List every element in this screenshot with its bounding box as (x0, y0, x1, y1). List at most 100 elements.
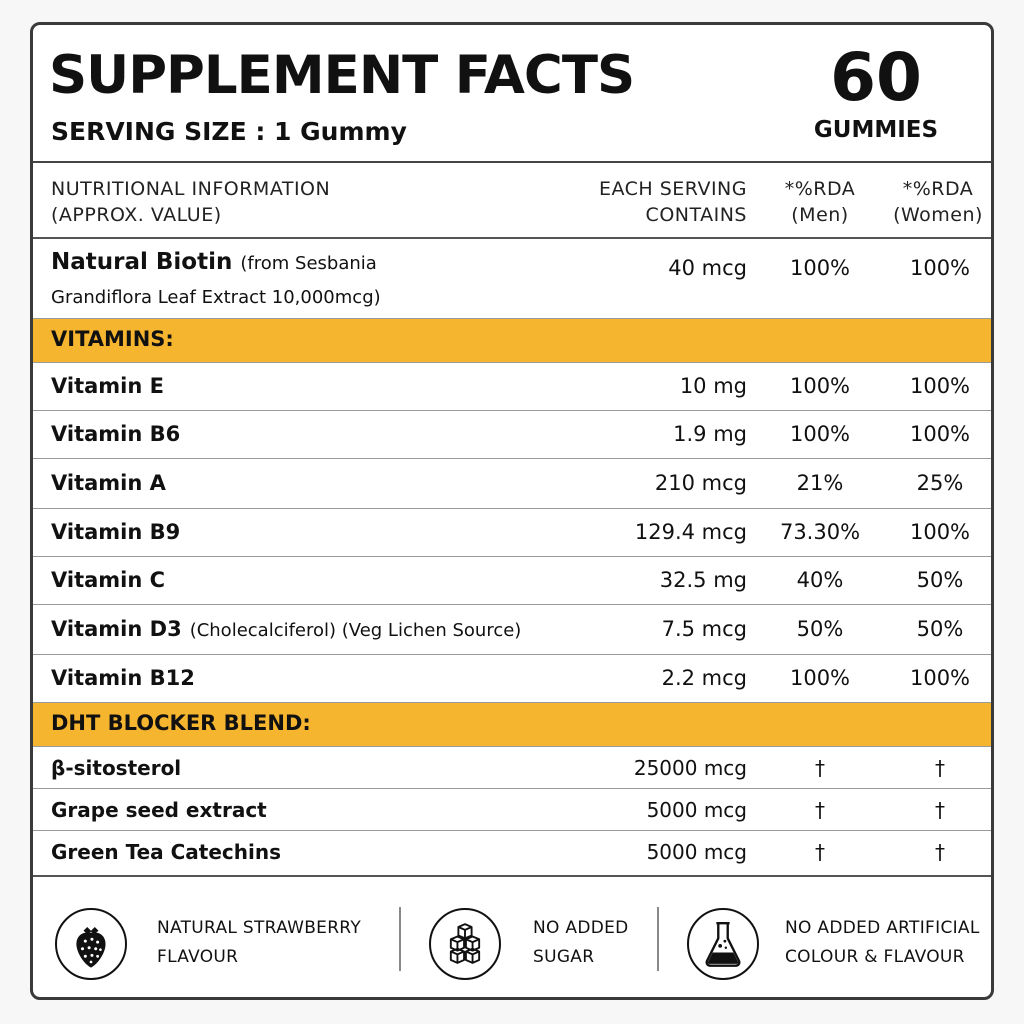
vitamin-note: (Cholecalciferol) (Veg Lichen Source) (189, 620, 522, 641)
dht-heading: DHT BLOCKER BLEND: (51, 711, 311, 735)
biotin-source-line1: (from Sesbania (240, 253, 377, 274)
dht-row: Grape seed extract 5000 mcg † † (33, 789, 991, 831)
vitamin-row: Vitamin A 210 mcg 21% 25% (33, 459, 991, 509)
feature-strawberry-line2: FLAVOUR (157, 947, 239, 967)
dht-rda-women: † (935, 840, 945, 864)
vitamin-rda-men: 50% (796, 617, 844, 641)
vitamin-amount: 32.5 mg (659, 568, 747, 592)
vitamin-label: Vitamin C (51, 568, 166, 592)
dht-amount: 5000 mcg (646, 840, 747, 864)
biotin-name: Natural Biotin (from Sesbania (51, 249, 377, 275)
vitamin-name: Vitamin B9 (51, 520, 180, 544)
vitamin-rda-women: 100% (909, 422, 971, 446)
col-each-serving-line1: EACH SERVING (598, 178, 747, 200)
feature-divider (657, 907, 659, 971)
vitamin-label: Vitamin A (51, 471, 166, 495)
col-nutritional-info-line2: (APPROX. VALUE) (51, 204, 222, 226)
sugar-cubes-icon (429, 908, 501, 980)
vitamin-row: Vitamin B12 2.2 mcg 100% 100% (33, 655, 991, 703)
feature-sugar-line1: NO ADDED (533, 918, 629, 938)
col-nutritional-info-line1: NUTRITIONAL INFORMATION (51, 178, 331, 200)
vitamin-amount: 129.4 mcg (634, 520, 747, 544)
vitamin-label: Vitamin E (51, 374, 164, 398)
vitamin-rda-men: 100% (789, 374, 851, 398)
vitamin-label: Vitamin B9 (51, 520, 181, 544)
features-footer: NATURAL STRAWBERRY FLAVOUR NO ADDED SUGA… (33, 875, 991, 997)
vitamin-amount: 2.2 mcg (661, 666, 747, 690)
vitamin-label: Vitamin D3 (51, 617, 182, 641)
col-each-serving: EACH SERVING CONTAINS (599, 176, 747, 228)
serving-size: SERVING SIZE : 1 Gummy (51, 117, 407, 146)
col-rda-women-line2: (Women) (893, 204, 983, 226)
col-rda-women-line1: *%RDA (902, 178, 974, 200)
vitamins-section-header: VITAMINS: (33, 319, 991, 363)
vitamin-rda-men: 21% (796, 471, 844, 495)
feature-flask-text: NO ADDED ARTIFICIAL COLOUR & FLAVOUR (785, 914, 980, 972)
dht-rda-men: † (815, 756, 825, 780)
dht-section-header: DHT BLOCKER BLEND: (33, 703, 991, 747)
biotin-label: Natural Biotin (51, 249, 233, 275)
dht-ingredient-name: β-sitosterol (51, 756, 182, 780)
vitamin-amount: 210 mcg (654, 471, 747, 495)
vitamin-rda-men: 73.30% (779, 520, 861, 544)
vitamin-amount: 7.5 mcg (661, 617, 747, 641)
vitamin-rda-men: 40% (796, 568, 844, 592)
biotin-row: Natural Biotin (from Sesbania Grandiflor… (33, 239, 991, 319)
vitamin-rda-women: 100% (909, 520, 971, 544)
col-rda-men-line2: (Men) (791, 204, 849, 226)
vitamin-amount: 1.9 mg (673, 422, 747, 446)
feature-sugar-line2: SUGAR (533, 947, 595, 967)
vitamin-row: Vitamin B6 1.9 mg 100% 100% (33, 411, 991, 459)
vitamin-rda-women: 50% (916, 568, 964, 592)
vitamin-rda-women: 100% (909, 666, 971, 690)
col-rda-men-line1: *%RDA (784, 178, 856, 200)
feature-flask-line2: COLOUR & FLAVOUR (785, 947, 965, 967)
panel-title: SUPPLEMENT FACTS (49, 45, 635, 106)
feature-sugar-text: NO ADDED SUGAR (533, 914, 629, 972)
biotin-rda-men: 100% (789, 256, 851, 280)
vitamin-amount: 10 mg (679, 374, 747, 398)
biotin-amount: 40 mcg (668, 256, 747, 280)
dht-ingredient-name: Grape seed extract (51, 798, 267, 822)
vitamins-heading: VITAMINS: (51, 327, 174, 351)
vitamin-name: Vitamin B12 (51, 666, 195, 690)
gummy-count: 60 (830, 39, 922, 116)
col-nutritional-info: NUTRITIONAL INFORMATION (APPROX. VALUE) (51, 176, 330, 228)
vitamin-row: Vitamin B9 129.4 mcg 73.30% 100% (33, 509, 991, 557)
vitamin-name: Vitamin A (51, 471, 166, 495)
vitamin-label: Vitamin B12 (51, 666, 195, 690)
col-each-serving-line2: CONTAINS (645, 204, 747, 226)
vitamin-rda-women: 50% (916, 617, 964, 641)
dht-ingredient-name: Green Tea Catechins (51, 840, 282, 864)
supplement-facts-panel: SUPPLEMENT FACTS SERVING SIZE : 1 Gummy … (30, 22, 994, 1000)
dht-amount: 5000 mcg (646, 798, 747, 822)
gummy-count-label: GUMMIES (813, 117, 939, 143)
col-rda-men: *%RDA (Men) (775, 176, 865, 228)
vitamin-label: Vitamin B6 (51, 422, 181, 446)
feature-flask-line1: NO ADDED ARTIFICIAL (785, 918, 980, 938)
biotin-source-line2: Grandiflora Leaf Extract 10,000mcg) (51, 287, 381, 308)
dht-amount: 25000 mcg (633, 756, 747, 780)
col-rda-women: *%RDA (Women) (883, 176, 991, 228)
vitamin-name: Vitamin C (51, 568, 165, 592)
dht-row: Green Tea Catechins 5000 mcg † † (33, 831, 991, 873)
vitamin-rda-men: 100% (789, 666, 851, 690)
feature-strawberry-text: NATURAL STRAWBERRY FLAVOUR (157, 914, 361, 972)
strawberry-icon (55, 908, 127, 980)
feature-divider (399, 907, 401, 971)
dht-rda-men: † (815, 840, 825, 864)
feature-strawberry-line1: NATURAL STRAWBERRY (157, 918, 362, 938)
column-header-row: NUTRITIONAL INFORMATION (APPROX. VALUE) … (33, 163, 991, 239)
dht-rda-women: † (935, 756, 945, 780)
flask-icon (687, 908, 759, 980)
dht-rda-women: † (935, 798, 945, 822)
vitamin-row: Vitamin E 10 mg 100% 100% (33, 363, 991, 411)
vitamin-row: Vitamin D3 (Cholecalciferol) (Veg Lichen … (33, 605, 991, 655)
vitamin-name: Vitamin D3 (Cholecalciferol) (Veg Lichen … (51, 617, 521, 641)
vitamin-name: Vitamin E (51, 374, 164, 398)
biotin-rda-women: 100% (909, 256, 971, 280)
dht-row: β-sitosterol 25000 mcg † † (33, 747, 991, 789)
vitamin-rda-women: 25% (916, 471, 964, 495)
vitamin-rda-men: 100% (789, 422, 851, 446)
vitamin-row: Vitamin C 32.5 mg 40% 50% (33, 557, 991, 605)
